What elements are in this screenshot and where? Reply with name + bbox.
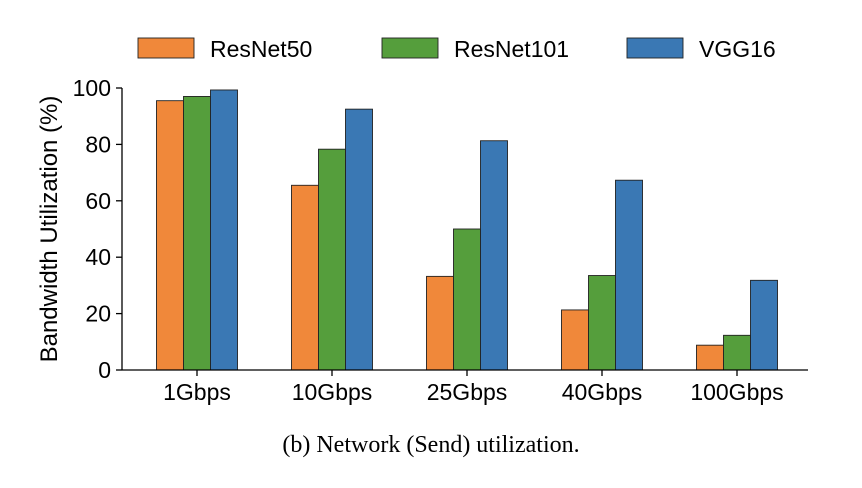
legend-label-resnet50: ResNet50 (210, 36, 312, 62)
figure-caption: (b) Network (Send) utilization. (282, 432, 580, 458)
bar-resnet50-100gbps (696, 344, 724, 371)
legend-label-vgg16: VGG16 (699, 36, 776, 62)
bar-resnet101-25gbps (453, 228, 481, 371)
legend-swatch-resnet101 (381, 37, 439, 59)
legend: ResNet50 ResNet101 VGG16 (137, 36, 776, 62)
bar-vgg16-1gbps (210, 89, 238, 371)
bar-resnet101-40gbps (588, 275, 616, 371)
legend-swatch-vgg16 (626, 37, 684, 59)
bar-resnet50-1gbps (156, 100, 184, 371)
bar-resnet101-100gbps (723, 334, 751, 371)
y-tick-label: 60 (85, 188, 111, 214)
bar-resnet101-10gbps (318, 148, 346, 371)
x-tick-label: 10Gbps (292, 379, 373, 405)
axes-group: 0 20 40 60 80 100 1Gbps 10Gbps 25Gbps 40Gbps 100Gb… (73, 75, 808, 405)
bars-group (156, 89, 778, 371)
x-tick-label: 100Gbps (690, 379, 783, 405)
y-tick-label: 100 (73, 75, 111, 101)
x-tick-label: 1Gbps (163, 379, 231, 405)
bar-vgg16-10gbps (345, 108, 373, 371)
bar-resnet50-40gbps (561, 309, 589, 371)
legend-label-resnet101: ResNet101 (454, 36, 569, 62)
bar-chart: ResNet50 ResNet101 VGG16 0 20 40 60 80 100 1Gbps… (36, 36, 808, 405)
y-tick-label: 0 (98, 357, 111, 383)
bar-resnet50-25gbps (426, 275, 454, 371)
bar-vgg16-100gbps (750, 279, 778, 371)
x-tick-label: 25Gbps (427, 379, 508, 405)
bar-resnet101-1gbps (183, 96, 211, 371)
bar-vgg16-25gbps (480, 140, 508, 371)
y-tick-label: 80 (85, 131, 111, 157)
bar-resnet50-10gbps (291, 184, 319, 371)
x-tick-label: 40Gbps (562, 379, 643, 405)
y-tick-label: 40 (85, 244, 111, 270)
y-axis-label: Bandwidth Utilization (%) (36, 96, 63, 363)
bar-vgg16-40gbps (615, 179, 643, 371)
legend-swatch-resnet50 (137, 37, 195, 59)
y-tick-label: 20 (85, 301, 111, 327)
